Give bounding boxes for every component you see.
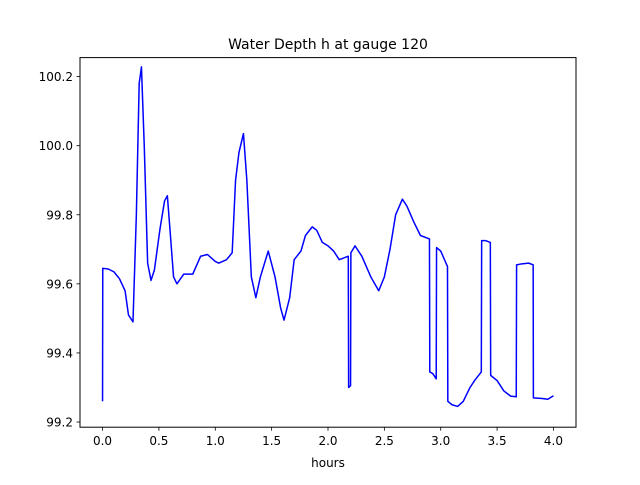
y-tick-label: 100.2: [39, 70, 73, 84]
y-tick-label: 99.6: [46, 277, 73, 291]
x-tick-label: 3.5: [488, 434, 507, 448]
x-tick-label: 2.0: [318, 434, 337, 448]
x-tick-label: 2.5: [375, 434, 394, 448]
x-tick-label: 4.0: [544, 434, 563, 448]
y-axis: 99.2 99.4 99.6 99.8 100.0 100.2: [39, 70, 80, 430]
y-tick-label: 99.2: [46, 416, 73, 430]
x-axis: 0.0 0.5 1.0 1.5 2.0 2.5 3.0 3.5 4.0: [93, 427, 563, 448]
x-axis-label: hours: [311, 456, 345, 470]
x-tick-label: 1.0: [206, 434, 225, 448]
y-tick-label: 99.4: [46, 346, 73, 360]
series-line-0: [101, 66, 554, 408]
chart-title: Water Depth h at gauge 120: [228, 37, 428, 53]
x-tick-label: 3.0: [431, 434, 450, 448]
x-tick-label: 0.5: [149, 434, 168, 448]
x-tick-label: 0.0: [93, 434, 112, 448]
y-tick-label: 99.8: [46, 208, 73, 222]
y-tick-label: 100.0: [39, 139, 73, 153]
plot-area: [101, 66, 554, 408]
x-tick-label: 1.5: [262, 434, 281, 448]
